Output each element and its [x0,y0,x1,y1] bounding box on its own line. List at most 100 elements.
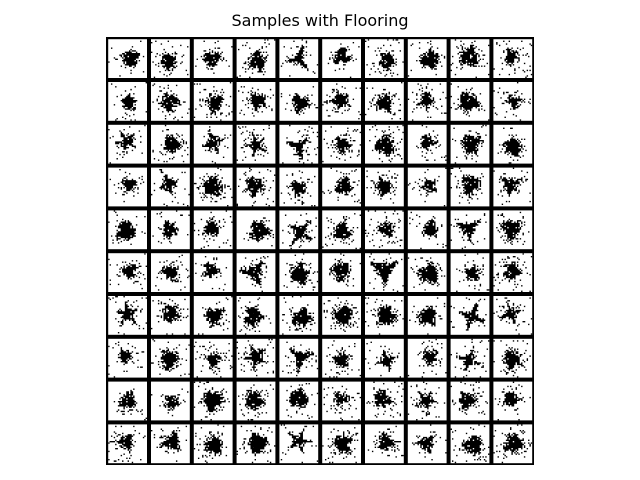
sample-ink [366,381,404,418]
sample-ink [282,296,316,335]
sample-cell [279,253,319,292]
sample-cell [236,124,276,164]
sample-cell [108,253,147,292]
sample-ink [237,86,275,117]
sample-cell [108,424,147,464]
sample-cell [450,253,490,292]
sample-cell [365,296,404,335]
sample-cell [108,338,147,378]
sample-cell [493,39,533,78]
sample-cell [365,210,404,250]
sample-cell [236,424,276,464]
sample-cell [322,381,361,421]
sample-cell [193,39,233,78]
sample-ink [407,83,447,121]
sample-cell [151,210,190,250]
sample-ink [155,254,190,291]
sample-ink [280,424,319,464]
sample-cell [151,253,190,292]
sample-cell [493,253,533,292]
sample-ink [409,211,447,250]
sample-cell [322,167,361,207]
sample-cell [151,381,190,421]
sample-cell [407,82,447,121]
sample-ink [286,382,319,420]
sample-ink [193,341,233,378]
sample-cell [493,82,533,121]
sample-cell [193,167,233,207]
sample-ink [110,82,147,121]
sample-cell [407,210,447,250]
sample-ink [407,40,446,77]
sample-ink [365,297,404,335]
sample-cell [407,338,447,378]
sample-cell [279,124,319,164]
sample-ink [327,41,360,78]
sample-ink [193,424,228,464]
sample-ink [236,39,276,78]
sample-ink [411,424,447,461]
sample-cell [151,296,190,335]
sample-cell [151,82,190,121]
sample-cell [279,167,319,207]
sample-ink [113,388,147,421]
sample-cell [193,82,233,121]
sample-ink [193,381,230,421]
sample-ink [197,296,233,335]
sample-ink [494,381,531,421]
sample-ink [152,210,190,244]
sample-cell [236,338,276,378]
sample-cell [279,210,319,250]
sample-ink [109,168,145,203]
sample-cell [151,124,190,164]
sample-ink [236,338,275,377]
sample-cell [365,39,404,78]
sample-cell [193,424,233,464]
sample-cell [450,82,490,121]
sample-cell [493,296,533,335]
sample-cell [151,424,190,464]
sample-ink [151,298,189,335]
sample-ink [324,340,361,378]
sample-ink [367,425,404,458]
sample-cell [151,39,190,78]
sample-cell [365,124,404,164]
sample-ink [108,425,146,464]
sample-cell [322,82,361,121]
sample-cell [322,210,361,250]
sample-cell [193,253,233,292]
sample-cell [493,381,533,421]
sample-grid-image [108,39,533,464]
sample-ink [323,385,361,421]
sample-ink [450,297,487,331]
sample-cell [279,381,319,421]
sample-ink [451,124,487,164]
sample-ink [450,167,484,204]
sample-cell [108,210,147,250]
sample-cell [151,167,190,207]
sample-cell [236,381,276,421]
sample-ink [195,255,228,291]
sample-ink [236,124,270,161]
sample-ink [322,126,361,163]
sample-cell [108,296,147,335]
sample-ink [152,124,189,163]
sample-ink [282,213,317,250]
sample-ink [280,170,316,207]
sample-ink [322,167,361,204]
sample-cell [108,167,147,207]
sample-ink [407,257,446,291]
sample-ink [151,425,188,462]
sample-ink [282,341,319,377]
sample-ink [450,381,489,415]
sample-ink [193,210,233,250]
sample-cell [322,124,361,164]
sample-ink [450,213,487,250]
sample-ink [323,297,360,333]
sample-ink [369,124,404,163]
sample-ink [450,424,490,464]
sample-cell [493,124,533,164]
sample-ink [409,297,446,335]
sample-cell [108,381,147,421]
sample-ink [493,297,533,335]
